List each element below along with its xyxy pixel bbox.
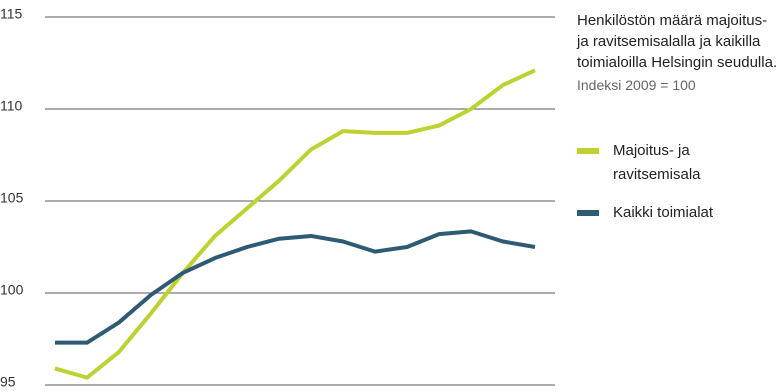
series-line	[54, 68, 536, 380]
legend-swatch	[577, 148, 599, 154]
y-tick-label: 110	[0, 98, 23, 114]
chart: 95 100 105 110 115	[0, 6, 555, 390]
legend-label: Majoitus- ja ravitsemisala	[613, 142, 701, 183]
y-tick-label: 100	[0, 282, 24, 298]
side-panel: Henkilöstön määrä majoitus- ja ravitsemi…	[577, 10, 782, 239]
legend: Majoitus- ja ravitsemisala Kaikki toimial…	[577, 139, 782, 225]
legend-swatch	[577, 210, 599, 216]
chart-title: Henkilöstön määrä majoitus- ja ravitsemi…	[577, 12, 778, 71]
y-tick-label: 115	[0, 6, 23, 22]
legend-label: Kaikki toimialat	[613, 204, 714, 221]
y-tick-label: 105	[0, 190, 24, 206]
legend-item: Kaikki toimialat	[577, 201, 782, 225]
chart-subtitle: Indeksi 2009 = 100	[577, 77, 696, 93]
y-tick-label: 95	[0, 374, 16, 390]
series-line	[55, 229, 536, 345]
legend-item: Majoitus- ja ravitsemisala	[577, 139, 782, 187]
